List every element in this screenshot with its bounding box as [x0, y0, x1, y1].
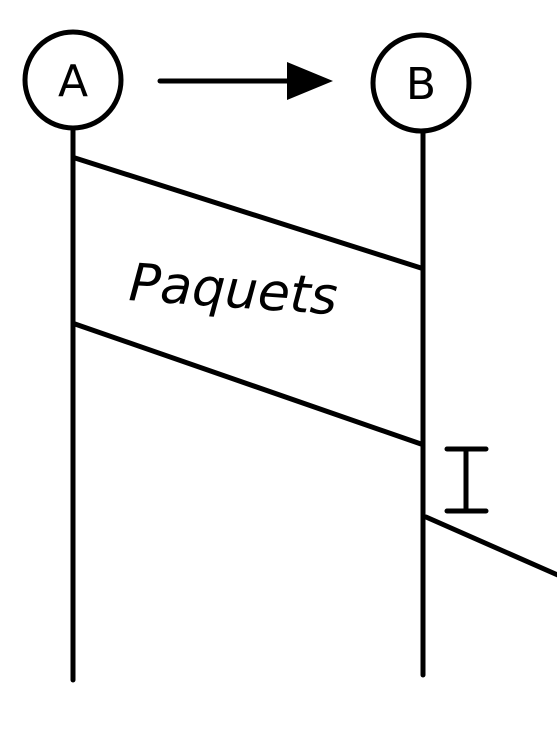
processing-interval-marker: [444, 446, 489, 514]
node-a: A: [22, 29, 124, 131]
response-line: [423, 514, 557, 578]
node-b: B: [370, 32, 472, 134]
direction-arrow: [157, 62, 333, 100]
packets-label: Paquets: [127, 253, 339, 327]
direction-arrow-head: [287, 62, 333, 100]
packet-line-start: [72, 155, 424, 271]
node-a-label: A: [58, 56, 88, 107]
node-b-label: B: [406, 59, 436, 110]
packet-line-end: [72, 321, 424, 447]
